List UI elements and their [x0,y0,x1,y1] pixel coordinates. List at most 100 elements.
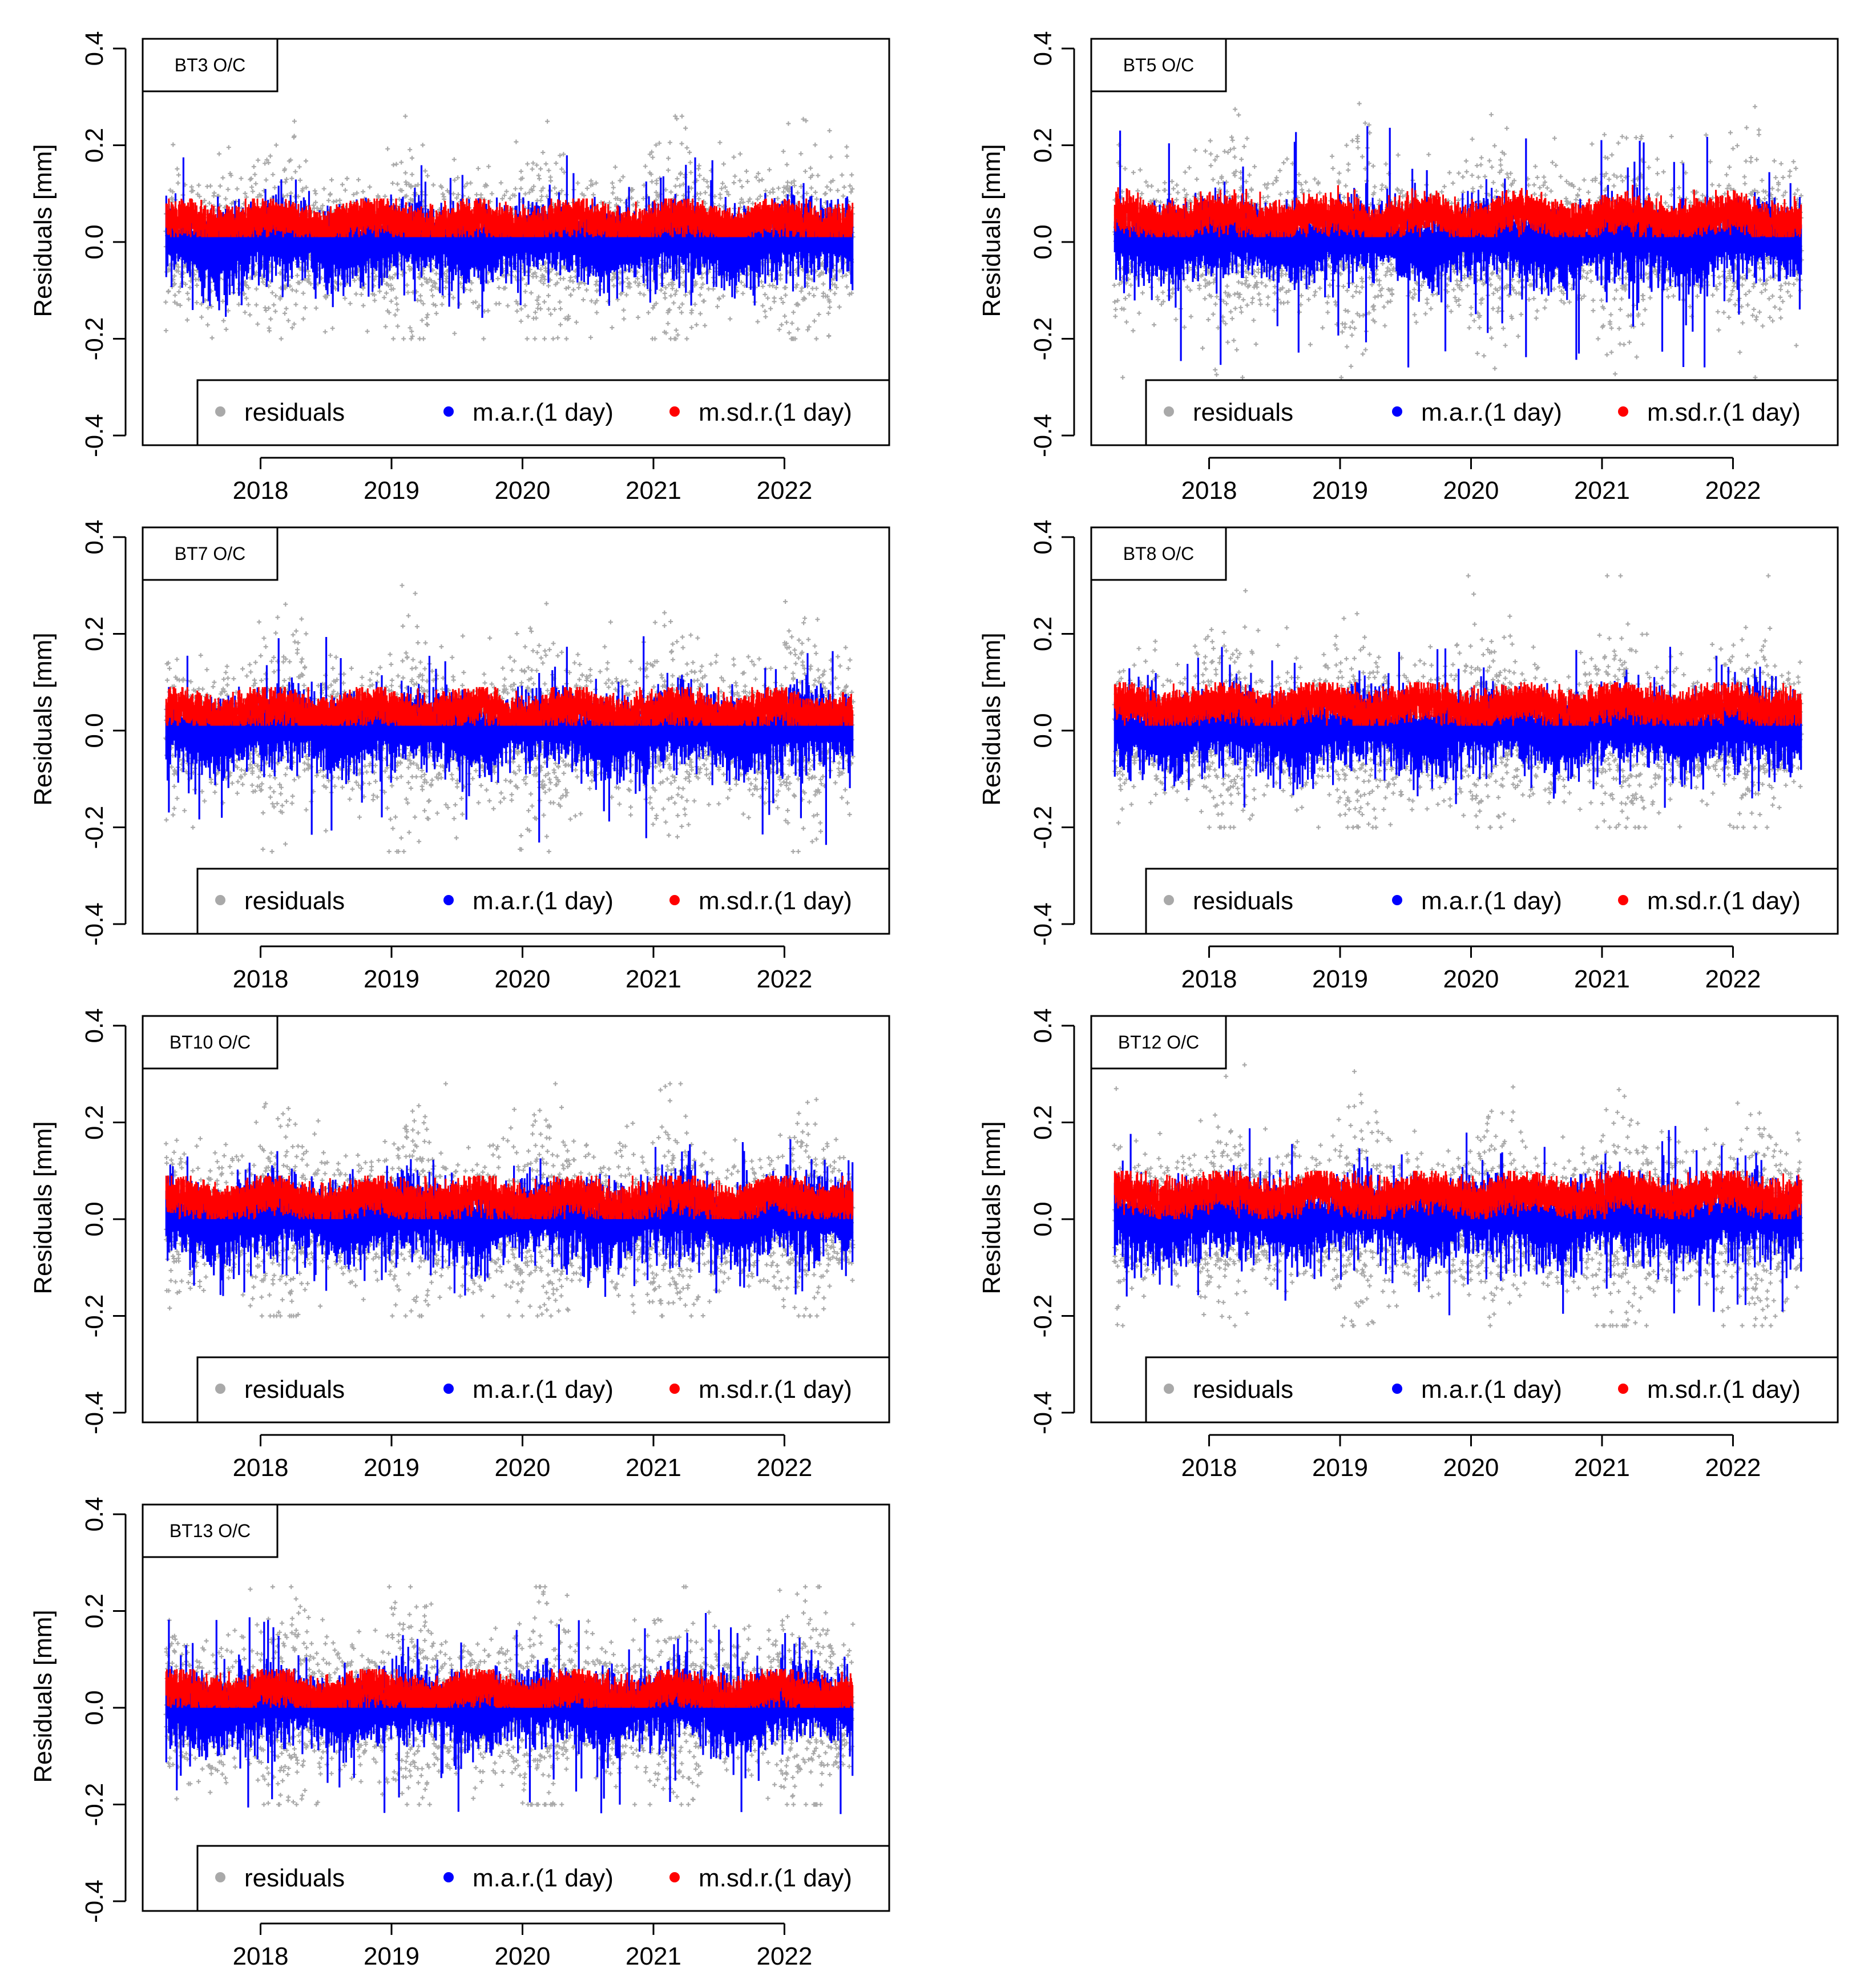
data-layer [1112,101,1804,380]
legend: residuals m.a.r.(1 day) m.sd.r.(1 day) [1145,379,1839,446]
msdr-series [165,1669,854,1708]
y-tick-label: -0.2 [80,806,108,849]
x-axis: 2018 2019 2020 2021 2022 [1181,457,1761,505]
legend-label-3: m.sd.r.(1 day) [1647,398,1801,426]
panel-title-box [142,38,279,92]
chart-panel-1: BT3 O/C residuals m.a.r.(1 day) m.sd.r.(1 d… [29,31,890,505]
legend-label-2: m.a.r.(1 day) [473,1864,614,1892]
y-axis: 0.4 0.2 0.0 -0.2 -0.4 Residuals [mm] [29,1497,127,1923]
y-tick-label: 0.0 [80,1690,108,1725]
chart-panel-6: BT12 O/C residuals m.a.r.(1 day) m.sd.r.(1 … [978,1008,1839,1482]
legend-marker-2 [443,1872,454,1882]
legend-marker-2 [443,895,454,905]
y-tick-label: 0.0 [80,224,108,259]
legend-marker-1 [1164,1384,1174,1394]
y-axis-label: Residuals [mm] [978,144,1006,317]
legend-marker-3 [669,1384,680,1394]
y-tick-label: -0.2 [1029,806,1057,849]
legend-marker-2 [1392,895,1402,905]
panel-title: BT3 O/C [175,55,245,75]
chart-panel-7: BT13 O/C residuals m.a.r.(1 day) m.sd.r.(1 … [29,1497,890,1970]
y-tick-label: -0.4 [1029,414,1057,457]
legend: residuals m.a.r.(1 day) m.sd.r.(1 day) [1145,1356,1839,1424]
y-tick-label: 0.4 [1029,1008,1057,1043]
x-tick-label: 2020 [495,477,551,505]
panel-title: BT10 O/C [170,1032,251,1053]
y-axis: 0.4 0.2 0.0 -0.2 -0.4 Residuals [mm] [978,519,1075,946]
y-tick-label: 0.2 [80,616,108,651]
legend: residuals m.a.r.(1 day) m.sd.r.(1 day) [196,868,890,935]
panel-title-box [142,526,279,581]
x-tick-label: 2021 [626,1454,681,1482]
y-tick-label: 0.0 [1029,713,1057,748]
legend-box [196,868,890,935]
chart-panel-2: BT5 O/C residuals m.a.r.(1 day) m.sd.r.(1 d… [978,31,1839,505]
panel-title-box [1090,1015,1227,1070]
legend-label-2: m.a.r.(1 day) [1421,398,1562,426]
legend-label-2: m.a.r.(1 day) [473,887,614,915]
y-tick-label: -0.2 [80,1783,108,1826]
legend-label-1: residuals [244,887,345,915]
x-tick-label: 2022 [1705,965,1761,993]
legend-marker-3 [669,406,680,417]
legend-marker-3 [1618,1384,1628,1394]
x-tick-label: 2019 [1312,477,1368,505]
legend: residuals m.a.r.(1 day) m.sd.r.(1 day) [196,1356,890,1424]
x-axis: 2018 2019 2020 2021 2022 [1181,945,1761,993]
legend-label-2: m.a.r.(1 day) [473,1376,614,1404]
y-tick-label: 0.4 [1029,31,1057,66]
legend-marker-3 [1618,406,1628,417]
legend-box [196,1845,890,1912]
msdr-series [165,1175,854,1219]
chart-panel-3: BT7 O/C residuals m.a.r.(1 day) m.sd.r.(1 d… [29,519,890,993]
mar-series [165,1613,854,1814]
legend-marker-3 [669,1872,680,1882]
legend-label-3: m.sd.r.(1 day) [699,398,852,426]
y-tick-label: 0.4 [80,1008,108,1043]
legend-marker-3 [1618,895,1628,905]
y-axis: 0.4 0.2 0.0 -0.2 -0.4 Residuals [mm] [29,519,127,946]
legend-label-2: m.a.r.(1 day) [1421,1376,1562,1404]
y-tick-label: 0.0 [80,713,108,748]
x-tick-label: 2020 [1443,965,1499,993]
y-tick-label: 0.2 [1029,128,1057,163]
chart-panel-5: BT10 O/C residuals m.a.r.(1 day) m.sd.r.(1 … [29,1008,890,1482]
y-axis: 0.4 0.2 0.0 -0.2 -0.4 Residuals [mm] [978,1008,1075,1434]
panel-title: BT13 O/C [170,1521,251,1541]
x-tick-label: 2019 [1312,965,1368,993]
msdr-series [1113,1171,1802,1219]
y-tick-label: -0.4 [80,1880,108,1923]
y-tick-label: 0.2 [80,128,108,163]
legend-box [196,1356,890,1424]
legend-label-3: m.sd.r.(1 day) [1647,1376,1801,1404]
legend-marker-1 [215,895,225,905]
mar-series [165,636,854,845]
x-tick-label: 2022 [756,965,812,993]
y-tick-label: -0.4 [80,1391,108,1434]
mar-series [1113,126,1802,368]
y-tick-label: 0.2 [80,1105,108,1140]
x-tick-label: 2018 [233,965,289,993]
x-tick-label: 2020 [495,965,551,993]
legend-marker-2 [443,1384,454,1394]
panel-title-box [1090,38,1227,92]
y-tick-label: -0.4 [1029,902,1057,946]
legend-label-2: m.a.r.(1 day) [473,398,614,426]
x-axis: 2018 2019 2020 2021 2022 [1181,1434,1761,1482]
x-tick-label: 2019 [1312,1454,1368,1482]
y-axis: 0.4 0.2 0.0 -0.2 -0.4 Residuals [mm] [29,1008,127,1434]
y-tick-label: -0.2 [80,317,108,361]
legend-marker-1 [215,1384,225,1394]
legend-marker-1 [215,406,225,417]
data-layer [163,114,856,341]
data-layer [164,1081,856,1318]
x-tick-label: 2019 [364,965,419,993]
legend-marker-1 [215,1872,225,1882]
y-tick-label: 0.0 [1029,1201,1057,1236]
legend-marker-1 [1164,895,1174,905]
legend: residuals m.a.r.(1 day) m.sd.r.(1 day) [1145,868,1839,935]
y-tick-label: 0.4 [1029,519,1057,554]
panel-title-box [142,1503,279,1558]
x-tick-label: 2021 [1574,965,1630,993]
